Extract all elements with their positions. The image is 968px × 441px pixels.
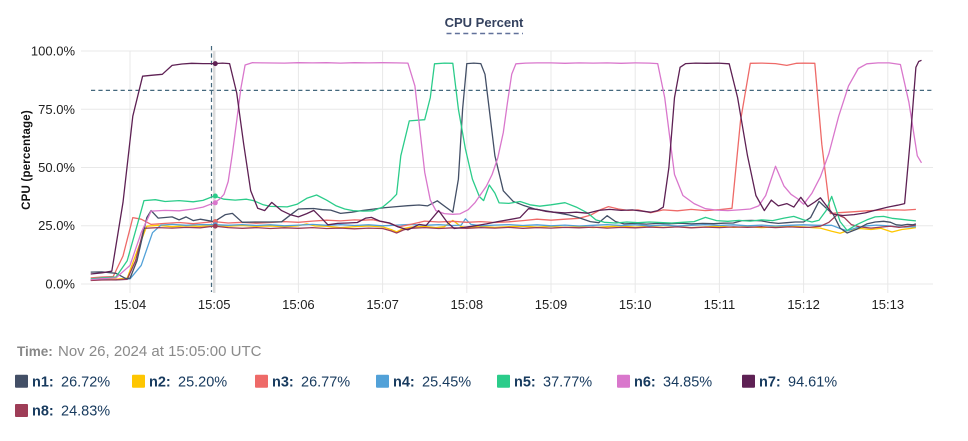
svg-text:25.20%: 25.20%: [178, 375, 227, 391]
svg-text:15:07: 15:07: [366, 297, 399, 312]
svg-text:15:13: 15:13: [872, 297, 905, 312]
svg-text:n8:: n8:: [32, 404, 54, 420]
svg-text:n4:: n4:: [393, 375, 415, 391]
svg-text:n6:: n6:: [634, 375, 656, 391]
svg-text:50.0%: 50.0%: [38, 160, 75, 175]
svg-text:15:09: 15:09: [535, 297, 568, 312]
svg-text:25.0%: 25.0%: [38, 218, 75, 233]
svg-text:0.0%: 0.0%: [45, 277, 75, 292]
svg-text:15:11: 15:11: [704, 297, 736, 312]
svg-text:15:12: 15:12: [787, 297, 820, 312]
svg-text:CPU (percentage): CPU (percentage): [21, 110, 33, 210]
svg-text:34.85%: 34.85%: [663, 375, 712, 391]
svg-text:15:10: 15:10: [619, 297, 652, 312]
svg-text:15:08: 15:08: [451, 297, 484, 312]
svg-text:24.83%: 24.83%: [61, 404, 110, 420]
svg-text:Nov 26, 2024 at 15:05:00 UTC: Nov 26, 2024 at 15:05:00 UTC: [58, 343, 262, 360]
svg-text:75.0%: 75.0%: [38, 102, 75, 117]
svg-text:n3:: n3:: [272, 375, 294, 391]
svg-text:Time:: Time:: [17, 344, 53, 359]
svg-text:n2:: n2:: [149, 375, 171, 391]
svg-text:26.77%: 26.77%: [301, 375, 350, 391]
svg-text:94.61%: 94.61%: [788, 375, 837, 391]
svg-text:26.72%: 26.72%: [61, 375, 110, 391]
svg-text:25.45%: 25.45%: [422, 375, 471, 391]
svg-text:100.0%: 100.0%: [31, 44, 76, 59]
svg-text:37.77%: 37.77%: [543, 375, 592, 391]
svg-text:n1:: n1:: [32, 375, 54, 391]
svg-text:15:04: 15:04: [114, 297, 147, 312]
svg-text:CPU Percent: CPU Percent: [445, 15, 524, 30]
svg-text:15:06: 15:06: [282, 297, 315, 312]
svg-text:n7:: n7:: [759, 375, 781, 391]
svg-text:n5:: n5:: [514, 375, 536, 391]
svg-text:15:05: 15:05: [198, 297, 231, 312]
